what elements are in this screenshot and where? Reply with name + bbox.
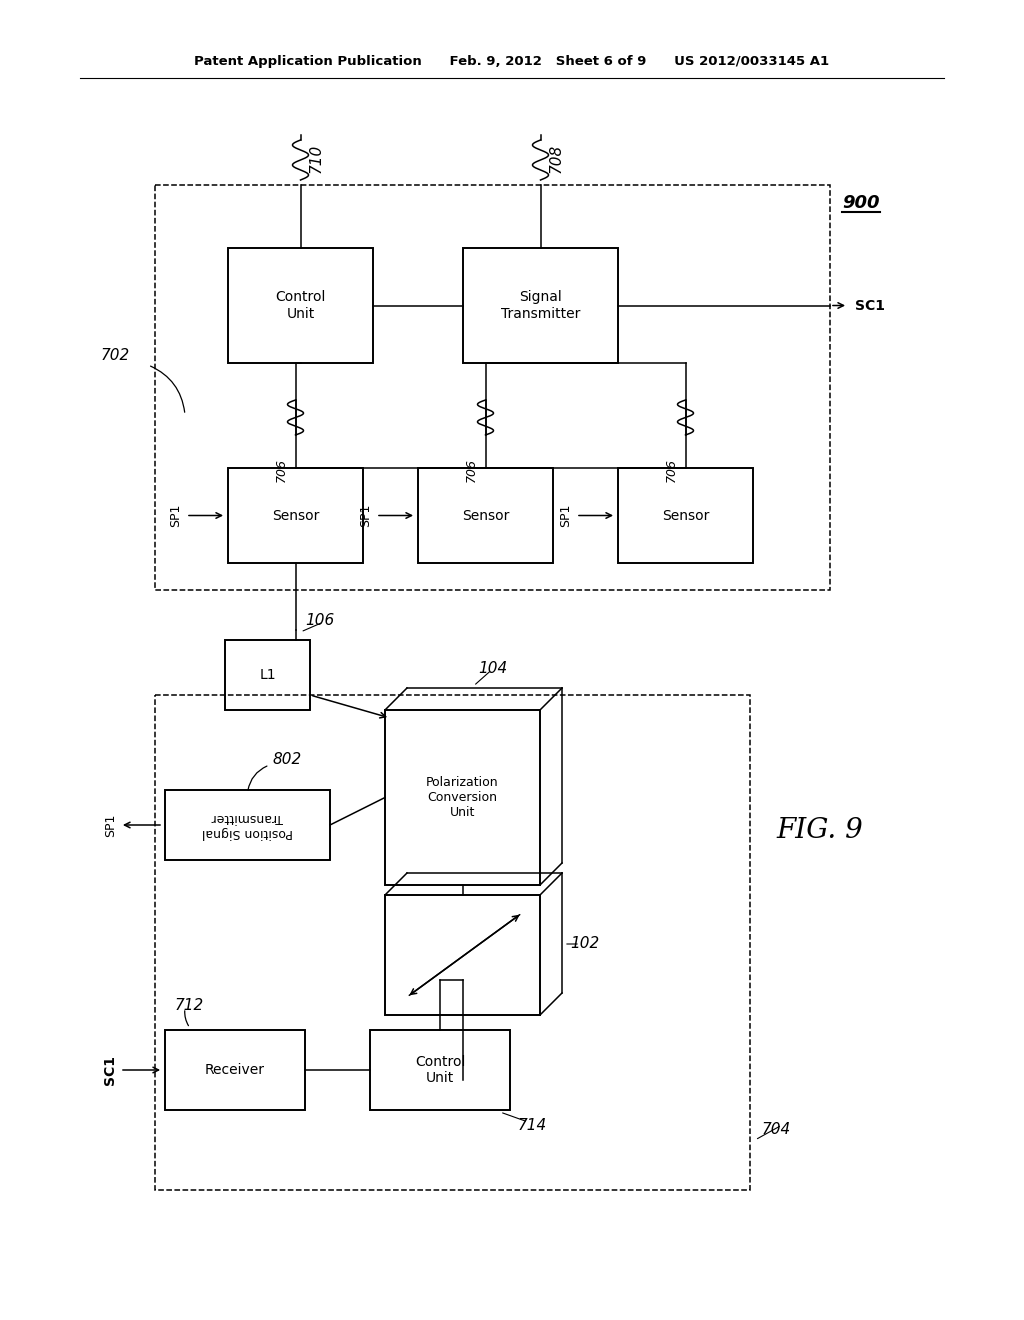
Bar — [165, 1030, 305, 1110]
Text: 714: 714 — [518, 1118, 547, 1133]
Bar — [385, 895, 540, 1015]
Text: Sensor: Sensor — [462, 508, 509, 523]
Text: Signal
Transmitter: Signal Transmitter — [501, 290, 581, 321]
Text: Position Signal
Transmitter: Position Signal Transmitter — [202, 810, 293, 840]
Bar — [228, 248, 373, 363]
Text: SC1: SC1 — [855, 298, 885, 313]
Text: 104: 104 — [478, 661, 508, 676]
Bar — [155, 185, 830, 590]
Text: SC1: SC1 — [103, 1055, 117, 1085]
Text: 704: 704 — [762, 1122, 792, 1138]
Bar — [618, 469, 753, 564]
Text: Control
Unit: Control Unit — [275, 290, 326, 321]
Text: SP1: SP1 — [104, 813, 117, 837]
Text: 706: 706 — [665, 458, 678, 482]
Text: Control
Unit: Control Unit — [415, 1055, 465, 1085]
Bar — [463, 248, 618, 363]
Text: 706: 706 — [465, 458, 477, 482]
Text: 900: 900 — [842, 194, 880, 213]
Bar — [385, 710, 540, 884]
Text: Patent Application Publication      Feb. 9, 2012   Sheet 6 of 9      US 2012/003: Patent Application Publication Feb. 9, 2… — [195, 55, 829, 69]
Bar — [370, 1030, 510, 1110]
Text: 102: 102 — [570, 936, 599, 952]
Text: Polarization
Conversion
Unit: Polarization Conversion Unit — [426, 776, 499, 818]
Text: 712: 712 — [175, 998, 204, 1012]
Text: 802: 802 — [272, 752, 302, 767]
Bar — [418, 469, 553, 564]
Text: 706: 706 — [274, 458, 288, 482]
Text: Sensor: Sensor — [271, 508, 319, 523]
Text: SP1: SP1 — [169, 504, 182, 527]
Text: 702: 702 — [100, 347, 130, 363]
Text: 708: 708 — [549, 144, 563, 173]
Bar — [155, 696, 750, 1191]
Text: 710: 710 — [308, 144, 324, 173]
Text: Receiver: Receiver — [205, 1063, 265, 1077]
Text: 106: 106 — [305, 612, 335, 628]
Bar — [228, 469, 362, 564]
Text: L1: L1 — [259, 668, 275, 682]
Bar — [165, 789, 330, 861]
Text: SP1: SP1 — [559, 504, 572, 527]
Bar — [225, 640, 310, 710]
Text: Sensor: Sensor — [662, 508, 710, 523]
Text: FIG. 9: FIG. 9 — [776, 817, 863, 843]
Text: SP1: SP1 — [359, 504, 372, 527]
